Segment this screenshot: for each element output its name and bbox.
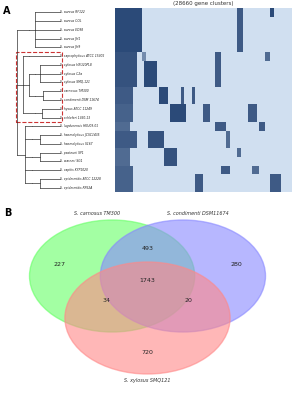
Text: A: A [3,6,10,16]
Text: S. xylosus C2a: S. xylosus C2a [60,72,83,76]
Text: S. aureus COL: S. aureus COL [60,19,82,23]
Text: S. carnosus TM300: S. carnosus TM300 [60,89,89,93]
Text: 1743: 1743 [140,278,155,284]
Text: S. xylosus HKU20PL8: S. xylosus HKU20PL8 [60,63,92,67]
Text: 280: 280 [230,262,242,266]
Text: S. haemolyticus S167: S. haemolyticus S167 [60,142,93,146]
Text: 20: 20 [185,298,193,302]
Text: S. aureus JH9: S. aureus JH9 [60,46,81,50]
Text: S. epidermidis RP62A: S. epidermidis RP62A [60,186,93,190]
Text: S. pasteurii SP1: S. pasteurii SP1 [60,150,84,154]
Text: S. epidermidis ATCC 12228: S. epidermidis ATCC 12228 [60,177,101,181]
Circle shape [30,220,195,332]
Text: S. warneri SG1: S. warneri SG1 [60,159,83,163]
Text: S. lugdunensis HKU09-01: S. lugdunensis HKU09-01 [60,124,99,128]
Text: 227: 227 [53,262,65,266]
Text: 720: 720 [142,350,153,354]
Text: B: B [4,208,12,218]
Text: S. xylosus SMQ-121: S. xylosus SMQ-121 [60,80,90,84]
Text: S. schleferi 1360-13: S. schleferi 1360-13 [60,116,91,120]
Text: S. saprophyticus ATCC 15305: S. saprophyticus ATCC 15305 [60,54,105,58]
Text: S. carnosus TM300: S. carnosus TM300 [74,211,120,216]
Text: S. hysus ATCC 11249: S. hysus ATCC 11249 [60,107,92,111]
Circle shape [65,262,230,374]
Text: S. condimenti DSM11674: S. condimenti DSM11674 [167,211,229,216]
Text: S. haemolyticus JCSC1435: S. haemolyticus JCSC1435 [60,133,100,137]
Text: S. xylosus SMQ121: S. xylosus SMQ121 [124,378,171,383]
Text: S. condimenti DSM 11674: S. condimenti DSM 11674 [60,98,99,102]
Title: Roary matrix
(28660 gene clusters): Roary matrix (28660 gene clusters) [173,0,234,6]
Circle shape [100,220,266,332]
Text: S. aureus RF122: S. aureus RF122 [60,10,85,14]
Text: S. capitis KYP1020: S. capitis KYP1020 [60,168,88,172]
Text: S. aureus ED98: S. aureus ED98 [60,28,83,32]
Text: 34: 34 [102,298,110,302]
Text: 493: 493 [142,246,153,250]
Text: S. aureus JH1: S. aureus JH1 [60,37,81,41]
